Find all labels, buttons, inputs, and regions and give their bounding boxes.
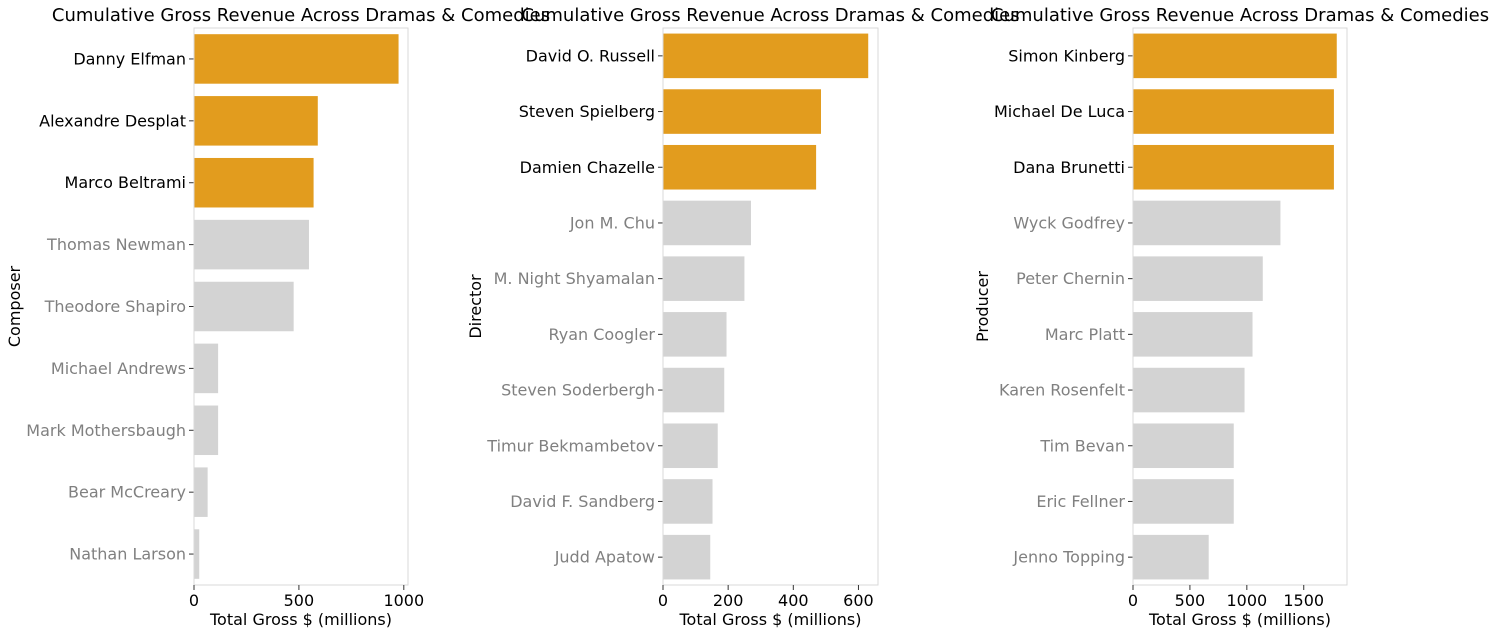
x-axis-label: Total Gross $ (millions): [209, 610, 392, 629]
x-tick-label: 0: [658, 591, 668, 610]
chart-title: Cumulative Gross Revenue Across Dramas &…: [521, 5, 1019, 26]
bar-damien-chazelle: [663, 144, 817, 190]
bar-m-night-shyamalan: [663, 256, 745, 301]
category-label: Timur Bekmambetov: [486, 436, 655, 455]
category-label: M. Night Shyamalan: [494, 269, 655, 288]
x-axis-label: Total Gross $ (millions): [1148, 610, 1331, 629]
category-label: Eric Fellner: [1036, 492, 1125, 511]
bar-marc-platt: [1133, 312, 1253, 357]
bar-karen-rosenfelt: [1133, 367, 1245, 413]
category-label: Marc Platt: [1045, 325, 1125, 344]
axes-frame: [662, 27, 879, 586]
x-tick-label: 200: [713, 591, 744, 610]
category-label: Jenno Topping: [1012, 548, 1125, 567]
x-tick-label: 400: [778, 591, 809, 610]
x-axis-label: Total Gross $ (millions): [678, 610, 861, 629]
bar-michael-de-luca: [1133, 89, 1334, 134]
category-label: Alexandre Desplat: [39, 111, 186, 130]
category-label: Steven Soderbergh: [501, 381, 655, 400]
x-tick-label: 1000: [1226, 591, 1267, 610]
y-axis-label: Director: [466, 274, 485, 339]
bar-marco-beltrami: [194, 157, 314, 208]
category-label: Steven Spielberg: [519, 102, 655, 121]
category-label: Michael Andrews: [51, 359, 186, 378]
category-label: Simon Kinberg: [1008, 46, 1125, 65]
category-label: Bear McCreary: [68, 483, 186, 502]
category-label: Marco Beltrami: [65, 173, 186, 192]
bar-jenno-topping: [1133, 534, 1209, 580]
bar-peter-chernin: [1133, 256, 1263, 301]
axes-frame: [1132, 27, 1348, 586]
bar-michael-andrews: [194, 343, 219, 394]
category-label: Michael De Luca: [994, 102, 1125, 121]
bar-wyck-godfrey: [1133, 200, 1281, 246]
chart-panel-producer: Simon Kinberg Michael De Luca Dana Brunett…: [973, 5, 1489, 629]
chart-panel-composer: Danny Elfman Alexandre Desplat Marco Beltr…: [5, 5, 550, 629]
x-tick-label: 600: [843, 591, 874, 610]
category-label: Nathan Larson: [69, 545, 186, 564]
y-axis-label: Composer: [5, 265, 24, 347]
category-label: David F. Sandberg: [510, 492, 655, 511]
bar-david-f-sandberg: [663, 479, 713, 524]
category-label: Ryan Coogler: [548, 325, 655, 344]
category-label: Karen Rosenfelt: [999, 381, 1125, 400]
category-label: David O. Russell: [526, 46, 655, 65]
bar-danny-elfman: [194, 34, 399, 84]
x-tick-label: 0: [189, 591, 199, 610]
category-label: Damien Chazelle: [520, 158, 655, 177]
bar-mark-mothersbaugh: [194, 405, 219, 456]
bar-thomas-newman: [194, 219, 309, 270]
bar-dana-brunetti: [1133, 144, 1334, 190]
x-tick-label: 1000: [383, 591, 424, 610]
bar-bear-mccreary: [194, 467, 208, 517]
bar-ryan-coogler: [663, 312, 727, 357]
axes-frame: [193, 27, 409, 586]
category-label: Thomas Newman: [46, 235, 186, 254]
category-label: Dana Brunetti: [1013, 158, 1125, 177]
x-tick-label: 500: [1175, 591, 1206, 610]
bar-eric-fellner: [1133, 479, 1234, 524]
bar-theodore-shapiro: [194, 281, 294, 332]
category-label: Tim Bevan: [1039, 436, 1125, 455]
chart-title: Cumulative Gross Revenue Across Dramas &…: [52, 5, 550, 26]
bar-alexandre-desplat: [194, 96, 318, 146]
category-label: Jon M. Chu: [569, 213, 655, 232]
bar-steven-soderbergh: [663, 367, 725, 413]
x-tick-label: 0: [1128, 591, 1138, 610]
bar-steven-spielberg: [663, 89, 821, 134]
x-tick-label: 1500: [1283, 591, 1324, 610]
category-label: Peter Chernin: [1016, 269, 1125, 288]
chart-title: Cumulative Gross Revenue Across Dramas &…: [991, 5, 1489, 26]
category-label: Judd Apatow: [554, 548, 655, 567]
bar-jon-m-chu: [663, 200, 751, 246]
category-label: Mark Mothersbaugh: [26, 421, 186, 440]
category-label: Wyck Godfrey: [1013, 213, 1125, 232]
bar-simon-kinberg: [1133, 33, 1337, 79]
bar-judd-apatow: [663, 534, 711, 580]
chart-panel-director: David O. Russell Steven Spielberg Damien C…: [466, 5, 1020, 629]
bar-tim-bevan: [1133, 423, 1234, 469]
category-label: Theodore Shapiro: [44, 297, 186, 316]
category-label: Danny Elfman: [73, 49, 186, 68]
y-axis-label: Producer: [973, 271, 992, 342]
bar-nathan-larson: [194, 529, 200, 579]
bar-timur-bekmambetov: [663, 423, 718, 469]
bar-david-o-russell: [663, 33, 869, 79]
x-tick-label: 500: [284, 591, 315, 610]
